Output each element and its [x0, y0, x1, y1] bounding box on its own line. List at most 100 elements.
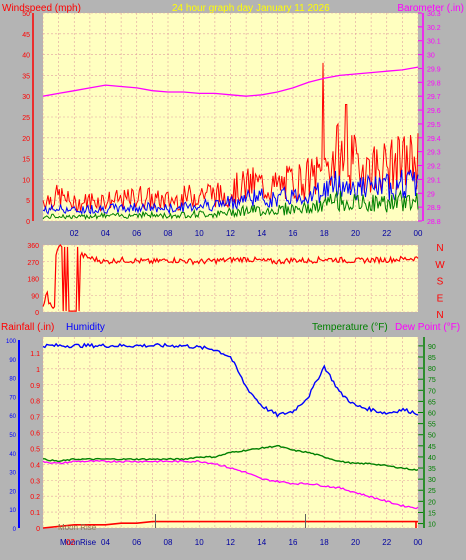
x-tick-label: 04	[101, 229, 110, 238]
wind-low-series	[42, 189, 419, 221]
compass-label: E	[437, 293, 444, 304]
x-tick-label: 16	[289, 538, 298, 547]
barometer-tick-label: 29.4	[427, 136, 441, 143]
rainfall-axis-label: Rainfall (.in)	[1, 322, 54, 333]
rain-tick-label: 0.2	[30, 494, 40, 501]
humidity-tick-label: 80	[9, 377, 16, 383]
rainfall-series	[42, 520, 418, 529]
barometer-tick-label: 30	[427, 53, 435, 60]
temperature-tick-label: 30	[428, 477, 436, 484]
barometer-tick-label: 28.9	[427, 205, 441, 212]
wind-tick-label: 15	[22, 157, 30, 164]
x-tick-label: 22	[382, 229, 391, 238]
humidity-tick-label: 0	[13, 527, 17, 533]
barometer-tick-label: 29.7	[427, 94, 441, 101]
direction-tick-label: 360	[27, 243, 39, 250]
x-tick-label: 04	[101, 538, 110, 547]
barometer-axis-label: Barometer (.in)	[397, 3, 464, 14]
x-tick-label: 02	[70, 229, 79, 238]
x-tick-label: 18	[320, 229, 329, 238]
temperature-tick-label: 70	[428, 388, 436, 395]
x-tick-label: 06	[132, 229, 141, 238]
barometer-tick-label: 29.2	[427, 164, 441, 171]
rain-tick-label: 0.7	[30, 415, 40, 422]
compass-label: S	[437, 277, 444, 288]
rain-tick-label: 0	[36, 526, 40, 533]
rain-tick-label: 0.6	[30, 431, 40, 438]
rain-tick-label: 1.1	[30, 351, 40, 358]
wind-tick-label: 50	[22, 11, 30, 18]
x-tick-label: 20	[351, 229, 360, 238]
barometer-tick-label: 29.3	[427, 150, 441, 157]
wind-tick-label: 0	[26, 219, 30, 226]
barometer-tick-label: 29	[427, 191, 435, 198]
rain-tick-label: 0.9	[30, 383, 40, 390]
barometer-tick-label: 30.1	[427, 39, 441, 46]
temperature-tick-label: 60	[428, 411, 436, 418]
rain-tick-label: 0.3	[30, 478, 40, 485]
temperature-tick-label: 20	[428, 499, 436, 506]
wind-tick-label: 5	[26, 198, 30, 205]
humidity-series	[42, 342, 419, 418]
temperature-tick-label: 90	[428, 344, 436, 351]
barometer-tick-label: 29.5	[427, 122, 441, 129]
temperature-tick-label: 50	[428, 433, 436, 440]
wind-direction-series	[42, 244, 419, 312]
rain-tick-label: 0.5	[30, 446, 40, 453]
temperature-tick-label: 75	[428, 377, 436, 384]
barometer-tick-label: 30.2	[427, 25, 441, 32]
x-tick-label: 06	[132, 538, 141, 547]
temperature-tick-label: 45	[428, 444, 436, 451]
compass-label: N	[436, 243, 443, 254]
x-tick-label: 10	[195, 538, 204, 547]
rain-tick-label: 0.8	[30, 399, 40, 406]
rain-tick-label: 0.1	[30, 510, 40, 517]
compass-label: W	[435, 260, 445, 271]
barometer-tick-label: 29.1	[427, 177, 441, 184]
wind-tick-label: 30	[22, 94, 30, 101]
humidity-tick-label: 40	[9, 452, 16, 458]
humidity-tick-label: 30	[9, 471, 16, 477]
humidity-tick-label: 60	[9, 414, 16, 420]
wind-tick-label: 35	[22, 73, 30, 80]
humidity-tick-label: 50	[9, 433, 16, 439]
direction-tick-label: 90	[31, 293, 39, 300]
barometer-tick-label: 28.8	[427, 219, 441, 226]
moonrise-bottom-digits: 02	[66, 538, 75, 547]
x-tick-label: 00	[414, 229, 423, 238]
barometer-tick-label: 29.6	[427, 108, 441, 115]
x-tick-label: 10	[195, 229, 204, 238]
wind-barometer-panel: 0 5 10 15 20 25 30 35 40 45 50 28.8 28.9 29 29.1 29.2 29…	[22, 11, 441, 238]
barometer-tick-label: 29.8	[427, 80, 441, 87]
barometer-tick-label: 30.3	[427, 11, 441, 18]
x-tick-label: 14	[257, 538, 266, 547]
x-tick-label: 18	[320, 538, 329, 547]
wind-tick-label: 45	[22, 32, 30, 39]
temperature-tick-label: 65	[428, 399, 436, 406]
temperature-tick-label: 85	[428, 355, 436, 362]
x-tick-label: 14	[257, 229, 266, 238]
x-tick-label: 12	[226, 538, 235, 547]
humidity-tick-label: 90	[9, 358, 16, 364]
temperature-tick-label: 55	[428, 422, 436, 429]
temperature-tick-label: 80	[428, 366, 436, 373]
compass-label: N	[436, 310, 443, 321]
moonrise-bottom-label: MoonRise	[60, 538, 97, 547]
temperature-series	[43, 444, 419, 472]
direction-tick-label: 180	[27, 277, 39, 284]
x-tick-label: 20	[351, 538, 360, 547]
wind-tick-label: 25	[22, 115, 30, 122]
x-tick-label: 00	[414, 538, 423, 547]
humidity-tick-label: 100	[6, 339, 17, 345]
humidity-tick-label: 20	[9, 489, 16, 495]
temperature-tick-label: 15	[428, 510, 436, 517]
x-tick-label: 22	[382, 538, 391, 547]
temperature-tick-label: 10	[428, 522, 436, 529]
temperature-tick-label: 35	[428, 466, 436, 473]
rain-tick-label: 0.4	[30, 462, 40, 469]
direction-tick-label: 0	[35, 310, 39, 317]
graph-title: 24 hour graph day January 11 2026	[172, 3, 330, 14]
